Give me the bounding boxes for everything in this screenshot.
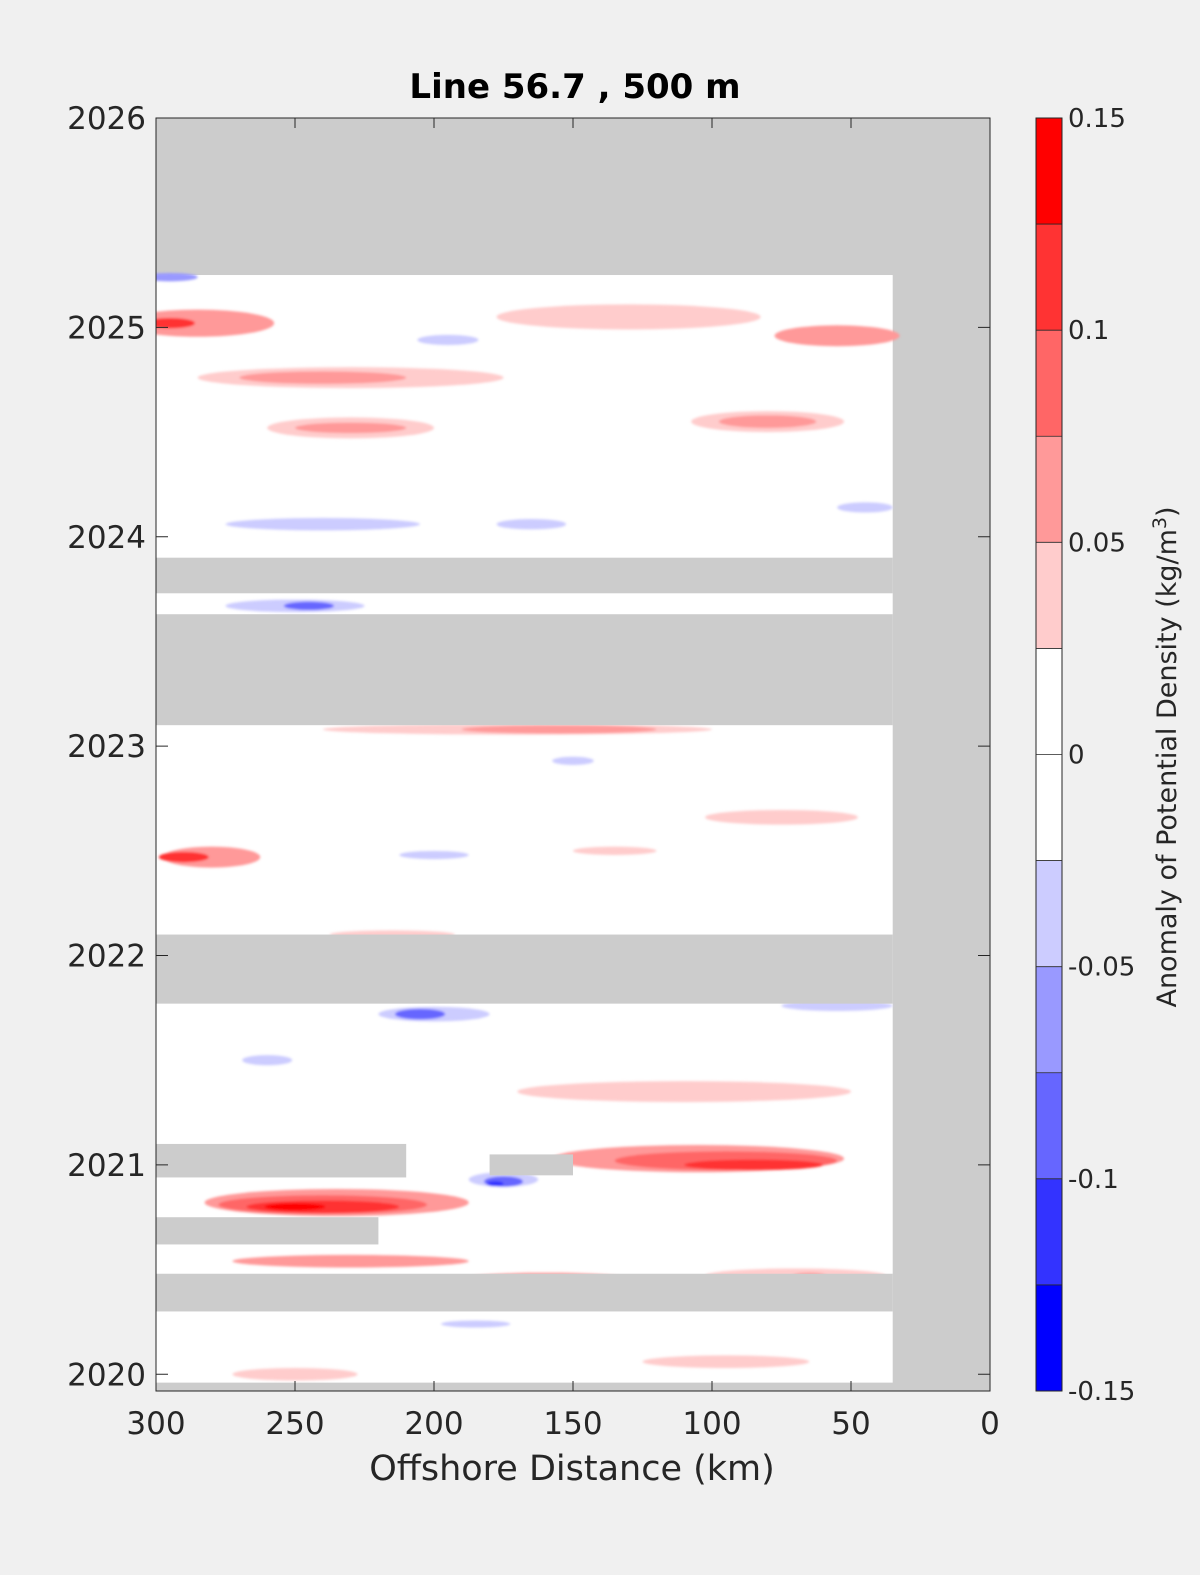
colorbar-tick-label: 0.15 (1068, 104, 1126, 134)
no-data-gaps (156, 557, 893, 1312)
y-tick-label: 2020 (67, 1357, 146, 1393)
contour-feature (684, 1159, 824, 1171)
colorbar-segment (1036, 1072, 1062, 1179)
no-data-gap (156, 1273, 893, 1312)
contour-feature (552, 756, 594, 765)
colorbar-segment (1036, 1284, 1062, 1391)
colorbar-segment (1036, 966, 1062, 1073)
contour-feature (406, 751, 629, 762)
contour-feature (225, 517, 421, 531)
colorbar-segment (1036, 436, 1062, 543)
no-data-gap (489, 1154, 573, 1176)
contour-feature (295, 422, 407, 434)
no-data-gap (156, 934, 893, 1004)
contour-feature (158, 851, 209, 863)
x-tick-label: 300 (126, 1406, 185, 1442)
colorbar-tick-label: 0 (1068, 741, 1085, 771)
contour-feature (774, 325, 900, 347)
colorbar-segment (1036, 224, 1062, 331)
y-tick-label: 2021 (67, 1148, 146, 1184)
contour-feature (156, 272, 198, 282)
colorbar-label: Anomaly of Potential Density (kg/m3) (1149, 506, 1183, 1007)
y-tick-label: 2026 (67, 101, 146, 137)
contour-feature (156, 309, 275, 337)
contour-feature (399, 850, 469, 860)
colorbar-segment (1036, 860, 1062, 967)
colorbar: 0.15 0.1 0.05 0 -0.05 -0.1 -0.15 (1035, 104, 1135, 1407)
colorbar-tick-label: 0.1 (1068, 316, 1109, 346)
x-tick-label: 0 (980, 1406, 1000, 1442)
contour-feature (239, 371, 407, 384)
no-data-gap (156, 1143, 407, 1178)
x-tick-label: 250 (265, 1406, 324, 1442)
colorbar-segment (1036, 1178, 1062, 1285)
contour-feature (718, 415, 817, 428)
colorbar-tick-label: -0.05 (1068, 953, 1135, 983)
colorbar-tick-label: 0.05 (1068, 528, 1126, 558)
x-tick-label: 100 (682, 1406, 741, 1442)
colorbar-segment (1036, 542, 1062, 649)
colorbar-segment (1036, 330, 1062, 437)
contour-feature (573, 846, 657, 855)
data-region (156, 275, 893, 1383)
y-tick-label: 2024 (67, 520, 146, 556)
contour-feature (232, 1367, 358, 1381)
contour-feature (510, 1030, 664, 1044)
y-tick-label: 2022 (67, 939, 146, 975)
contour-feature (232, 1254, 469, 1268)
contour-feature (156, 317, 195, 329)
contour-feature (417, 334, 479, 346)
contour-feature (816, 1043, 886, 1056)
contour-feature (264, 1203, 326, 1211)
colorbar-segment (1036, 648, 1062, 755)
y-tick-label: 2025 (67, 310, 146, 346)
contour-feature (461, 725, 657, 734)
x-axis: 300 250 200 150 100 50 0 (126, 118, 1000, 1442)
x-tick-label: 200 (404, 1406, 463, 1442)
colorbar-tick-label: -0.15 (1068, 1377, 1135, 1407)
contour-feature (837, 502, 893, 513)
no-data-gap (156, 1217, 379, 1245)
x-axis-label: Offshore Distance (km) (369, 1449, 775, 1489)
contour-feature (496, 518, 567, 530)
x-tick-label: 50 (831, 1406, 870, 1442)
no-data-gap (156, 557, 893, 594)
y-tick-label: 2023 (67, 729, 146, 765)
colorbar-tick-label: -0.1 (1068, 1165, 1119, 1195)
colorbar-segment (1036, 754, 1062, 861)
chart-title: Line 56.7 , 500 m (409, 67, 740, 107)
y-axis: 2020 2021 2022 2023 2024 2025 2026 (67, 101, 990, 1393)
contour-feature (705, 809, 858, 825)
contour-feature (395, 1008, 446, 1020)
contour-feature (486, 1181, 504, 1187)
contour-features (156, 272, 900, 1381)
contour-feature (767, 1326, 879, 1343)
no-data-gap (156, 614, 893, 726)
contour-feature (162, 846, 261, 868)
data-field (156, 272, 900, 1383)
colorbar-frame (1035, 117, 1063, 1392)
colorbar-segment (1036, 118, 1062, 225)
contour-feature (718, 599, 872, 613)
contour-feature (642, 1355, 810, 1368)
contour-feature (545, 487, 712, 503)
contour-feature (242, 1054, 293, 1066)
contour-feature (542, 875, 632, 889)
contour-feature (496, 304, 761, 330)
contour-feature (156, 760, 275, 782)
contour-feature (283, 601, 334, 611)
contour-feature (440, 1320, 511, 1328)
contour-feature (517, 1081, 851, 1103)
x-tick-label: 150 (543, 1406, 602, 1442)
